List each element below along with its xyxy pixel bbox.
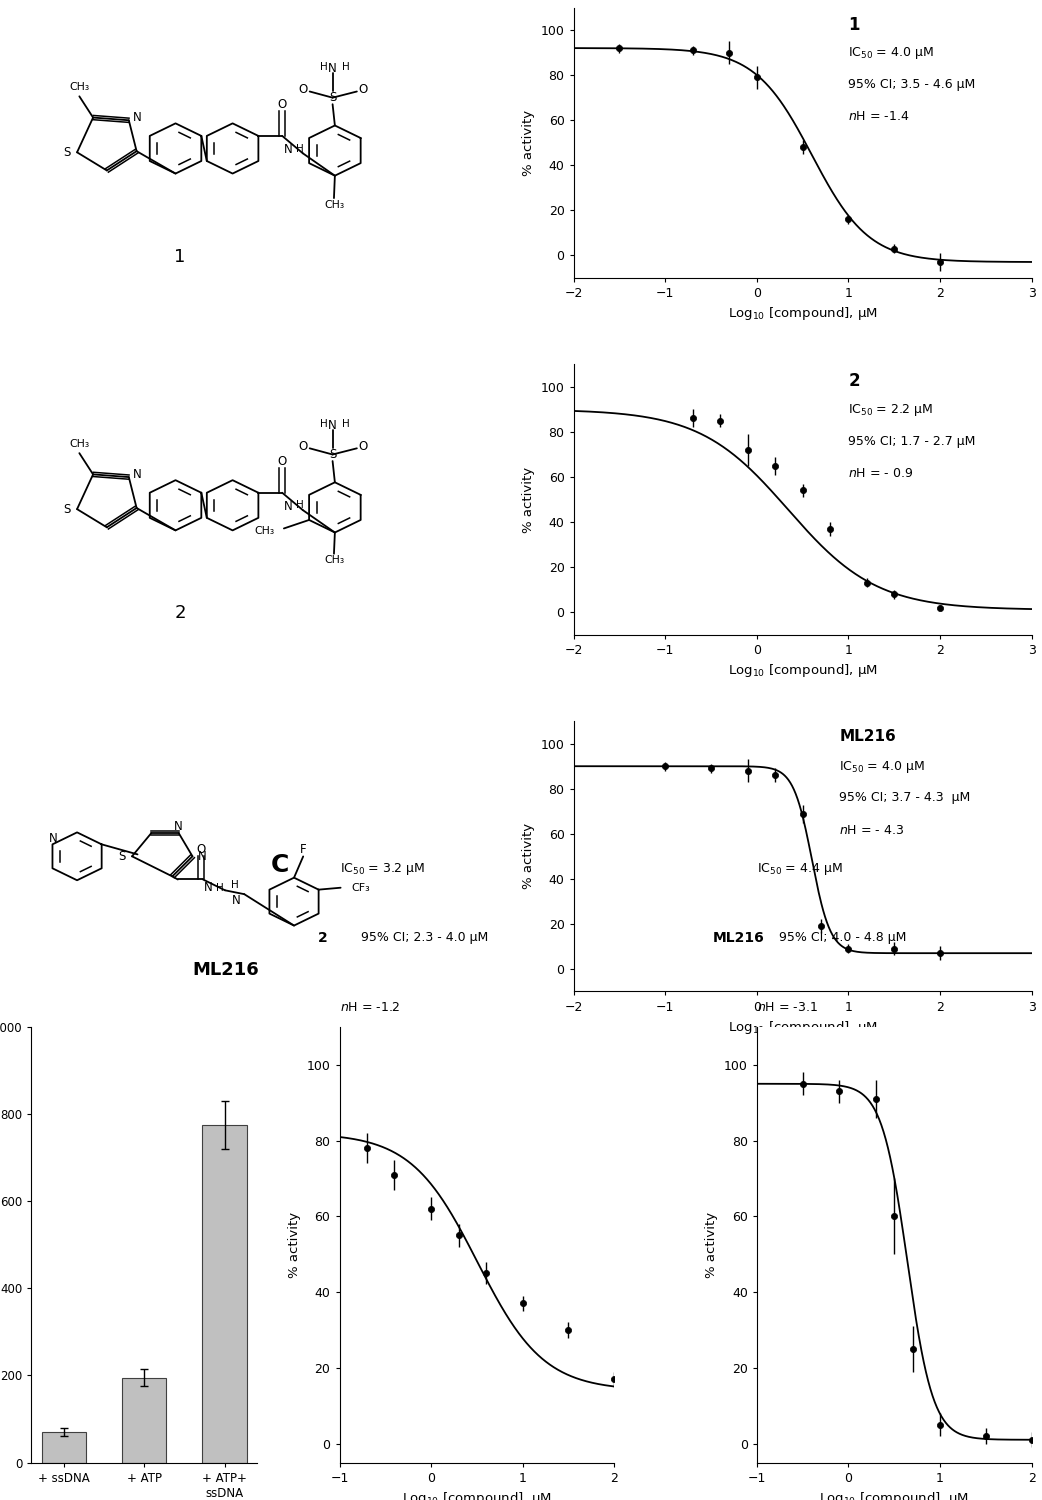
Bar [42,1432,85,1462]
Text: S: S [329,92,337,104]
Text: $n$H = -3.1: $n$H = -3.1 [756,1000,818,1014]
Text: N: N [49,833,57,844]
Text: O: O [277,454,287,468]
Text: ML216: ML216 [192,962,258,980]
Text: O: O [277,98,287,111]
Y-axis label: % activity: % activity [288,1212,301,1278]
Text: N: N [283,142,292,156]
Text: IC$_{50}$ = 4.4 μM: IC$_{50}$ = 4.4 μM [756,861,843,877]
Text: S: S [64,146,71,159]
Text: IC$_{50}$ = 3.2 μM: IC$_{50}$ = 3.2 μM [340,861,425,877]
Text: 95% CI; 1.7 - 2.7 μM: 95% CI; 1.7 - 2.7 μM [848,435,975,447]
Text: N: N [204,882,214,894]
Text: 95% CI; 2.3 - 4.0 μM: 95% CI; 2.3 - 4.0 μM [362,932,489,944]
Text: $n$H = -1.4: $n$H = -1.4 [848,110,910,123]
Text: H: H [342,62,349,72]
Text: 2: 2 [174,604,185,622]
Text: H: H [320,419,328,429]
Text: 95% CI; 4.0 - 4.8 μM: 95% CI; 4.0 - 4.8 μM [779,932,907,944]
Text: H: H [216,882,224,892]
Text: 95% CI; 3.5 - 4.6 μM: 95% CI; 3.5 - 4.6 μM [848,78,975,92]
Text: IC$_{50}$ = 4.0 μM: IC$_{50}$ = 4.0 μM [848,45,935,62]
Text: CH₃: CH₃ [324,200,344,210]
X-axis label: Log$_{10}$ [compound], μM: Log$_{10}$ [compound], μM [727,306,877,322]
Y-axis label: % activity: % activity [522,466,536,532]
X-axis label: Log$_{10}$ [compound], μM: Log$_{10}$ [compound], μM [402,1490,551,1500]
Text: CH₃: CH₃ [69,440,90,450]
Text: O: O [358,440,368,453]
Y-axis label: % activity: % activity [522,824,536,890]
Text: O: O [196,843,205,856]
Text: N: N [132,468,142,480]
Text: 2: 2 [848,372,860,390]
Text: C: C [271,853,290,877]
Text: N: N [198,850,207,862]
Text: 1: 1 [174,248,185,266]
Text: CF₃: CF₃ [351,882,370,892]
Text: O: O [358,82,368,96]
Text: N: N [328,419,337,432]
Y-axis label: % activity: % activity [705,1212,719,1278]
Text: IC$_{50}$ = 4.0 μM: IC$_{50}$ = 4.0 μM [839,759,925,776]
Text: N: N [328,62,337,75]
Text: A: A [1,0,21,2]
Text: H: H [231,879,239,890]
Text: H: H [296,501,303,510]
Text: 2: 2 [318,932,327,945]
Text: F: F [300,843,306,856]
X-axis label: Log$_{10}$ [compound], μM: Log$_{10}$ [compound], μM [727,662,877,680]
Text: ML216: ML216 [713,932,765,945]
Text: O: O [298,82,307,96]
Text: S: S [64,503,71,516]
Bar [202,1125,247,1462]
Text: IC$_{50}$ = 2.2 μM: IC$_{50}$ = 2.2 μM [848,402,934,418]
Text: $n$H = -1.2: $n$H = -1.2 [340,1000,400,1014]
Bar [122,1377,167,1462]
Text: N: N [132,111,142,123]
Text: O: O [298,440,307,453]
Text: N: N [174,819,183,833]
Text: $n$H = - 4.3: $n$H = - 4.3 [839,824,904,837]
Text: S: S [118,850,126,862]
X-axis label: Log$_{10}$ [compound], μM: Log$_{10}$ [compound], μM [727,1019,877,1036]
Text: N: N [231,894,241,908]
Text: CH₃: CH₃ [254,526,275,536]
Text: 1: 1 [848,15,860,33]
Text: CH₃: CH₃ [69,82,90,93]
Y-axis label: % activity: % activity [522,110,536,176]
Text: ML216: ML216 [839,729,896,744]
Text: 95% CI; 3.7 - 4.3  μM: 95% CI; 3.7 - 4.3 μM [839,792,970,804]
Text: H: H [296,144,303,153]
Text: N: N [283,500,292,513]
Text: CH₃: CH₃ [324,555,344,566]
X-axis label: Log$_{10}$ [compound], μM: Log$_{10}$ [compound], μM [819,1490,969,1500]
Text: S: S [329,448,337,460]
Text: $n$H = - 0.9: $n$H = - 0.9 [848,466,914,480]
Text: H: H [320,62,328,72]
Text: H: H [342,419,349,429]
